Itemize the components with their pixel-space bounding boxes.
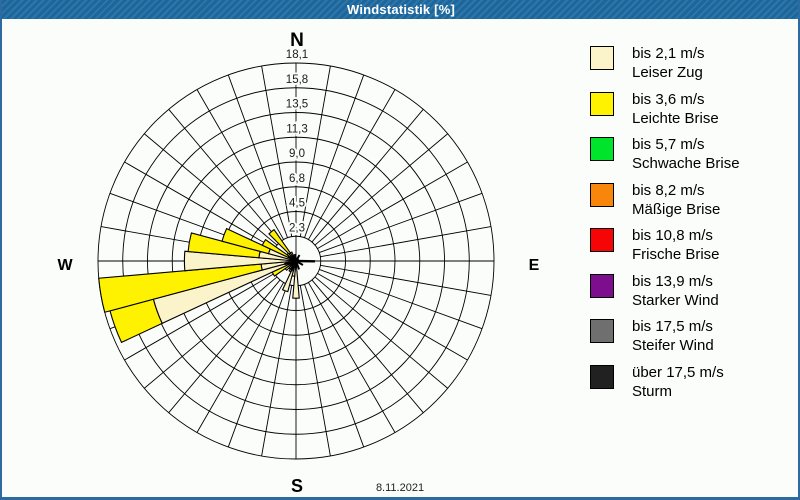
wind-petal-segment: [187, 232, 261, 259]
legend-color-swatch: [590, 228, 614, 252]
center-marker-spike: [284, 259, 297, 266]
chart-date: 8.11.2021: [375, 482, 425, 494]
wind-petal-segment: [98, 263, 263, 313]
legend-color-swatch: [590, 182, 614, 207]
ring-value-label: 6,8: [289, 173, 305, 185]
legend-label: bis 5,7 m/s Schwache Brise: [632, 135, 740, 173]
legend-wind-name: Steifer Wind: [632, 337, 714, 354]
legend-label: über 17,5 m/s Sturm: [632, 363, 724, 401]
grid-spoke: [168, 109, 281, 243]
legend-label: bis 13,9 m/s Starker Wind: [632, 272, 719, 310]
ring-value-label: 9,0: [289, 148, 305, 160]
legend-label: bis 2,1 m/s Leiser Zug: [632, 44, 705, 82]
wind-petal-segment: [221, 227, 271, 255]
compass-label-east: E: [529, 257, 540, 274]
grid-spoke: [144, 276, 278, 389]
legend-item: bis 10,8 m/s Frische Brise: [590, 226, 790, 274]
compass-label-north: N: [290, 30, 304, 51]
legend-label: bis 10,8 m/s Frische Brise: [632, 226, 720, 264]
center-marker-spike: [293, 253, 297, 262]
legend-speed-label: bis 2,1 m/s: [632, 45, 705, 62]
legend-wind-name: Leichte Brise: [632, 109, 719, 127]
legend-wind-name: Schwache Brise: [632, 155, 740, 172]
legend-color-swatch: [590, 319, 614, 343]
legend-wind-name: Mäßige Brise: [632, 200, 721, 218]
legend-item: bis 8,2 m/s Mäßige Brise: [590, 181, 790, 229]
grid-spoke: [311, 109, 424, 243]
grid-spoke: [311, 279, 424, 413]
grid-spoke: [227, 284, 288, 448]
grid-spoke: [261, 65, 293, 237]
legend-item: bis 13,9 m/s Starker Wind: [590, 272, 790, 320]
center-marker-spike: [288, 256, 297, 262]
grid-spoke: [320, 264, 492, 296]
grid-spoke: [307, 89, 396, 240]
grid-spoke: [168, 279, 281, 413]
grid-spoke: [196, 89, 285, 240]
legend-wind-name: Starker Wind: [632, 291, 719, 309]
legend-speed-label: bis 17,5 m/s: [632, 318, 713, 335]
grid-spoke: [304, 284, 365, 448]
grid-spoke: [319, 192, 483, 253]
legend-item: bis 5,7 m/s Schwache Brise: [590, 135, 790, 183]
window-title-bar: Windstatistik [%]: [2, 0, 798, 19]
wind-petal-segment: [261, 238, 290, 259]
legend-item: bis 3,6 m/s Leichte Brise: [590, 90, 790, 138]
grid-spoke: [124, 161, 275, 250]
legend-wind-name: Leiser Zug: [632, 64, 703, 81]
grid-spoke: [320, 226, 492, 258]
legend-item: bis 2,1 m/s Leiser Zug: [590, 44, 790, 92]
wind-petal-segment: [292, 260, 300, 299]
legend-label: bis 8,2 m/s Mäßige Brise: [632, 181, 720, 219]
wind-petal-segment: [183, 250, 297, 272]
ring-value-label: 13,5: [286, 99, 308, 111]
grid-spoke: [124, 272, 275, 361]
grid-spoke: [196, 282, 285, 433]
ring-value-label: 18,1: [286, 49, 308, 61]
ring-value-label: 2,3: [289, 222, 305, 234]
legend-color-swatch: [590, 46, 614, 70]
legend-wind-name: Frische Brise: [632, 246, 720, 263]
legend-speed-label: bis 8,2 m/s: [632, 181, 705, 199]
legend-speed-label: bis 5,7 m/s: [632, 136, 705, 153]
legend-color-swatch: [590, 137, 614, 161]
legend-item: bis 17,5 m/s Steifer Wind: [590, 317, 790, 365]
legend-speed-label: bis 10,8 m/s: [632, 227, 713, 244]
grid-spoke: [304, 74, 365, 238]
grid-spoke: [307, 282, 396, 433]
legend-wind-name: Sturm: [632, 382, 673, 400]
window-title: Windstatistik [%]: [346, 2, 455, 17]
grid-spoke: [261, 285, 293, 457]
compass-label-south: S: [291, 476, 303, 496]
grid-spoke: [319, 269, 483, 330]
ring-value-label: 15,8: [286, 74, 308, 86]
grid-spoke: [317, 272, 468, 361]
center-marker-spike: [290, 260, 297, 272]
grid-spoke: [314, 276, 448, 389]
wind-petal-segment: [268, 228, 292, 255]
grid-spoke: [314, 133, 448, 246]
legend-speed-label: über 17,5 m/s: [632, 363, 724, 381]
legend-item: über 17,5 m/s Sturm: [590, 363, 790, 411]
compass-label-west: W: [57, 257, 73, 274]
legend-speed-label: bis 13,9 m/s: [632, 272, 713, 290]
ring-value-label: 4,5: [289, 198, 305, 210]
legend-label: bis 3,6 m/s Leichte Brise: [632, 90, 719, 128]
grid-spoke: [227, 74, 288, 238]
grid-spoke: [144, 133, 278, 246]
grid-spoke: [317, 161, 468, 250]
ring-value-label: 11,3: [286, 123, 308, 135]
legend-speed-label: bis 3,6 m/s: [632, 90, 705, 108]
legend-label: bis 17,5 m/s Steifer Wind: [632, 317, 714, 355]
legend-color-swatch: [590, 91, 614, 116]
grid-spoke: [299, 65, 331, 237]
grid-spoke: [299, 285, 331, 457]
legend-color-swatch: [590, 273, 614, 298]
legend: bis 2,1 m/s Leiser Zug bis 3,6 m/s Leichte …: [590, 44, 790, 411]
legend-color-swatch: [590, 364, 614, 389]
